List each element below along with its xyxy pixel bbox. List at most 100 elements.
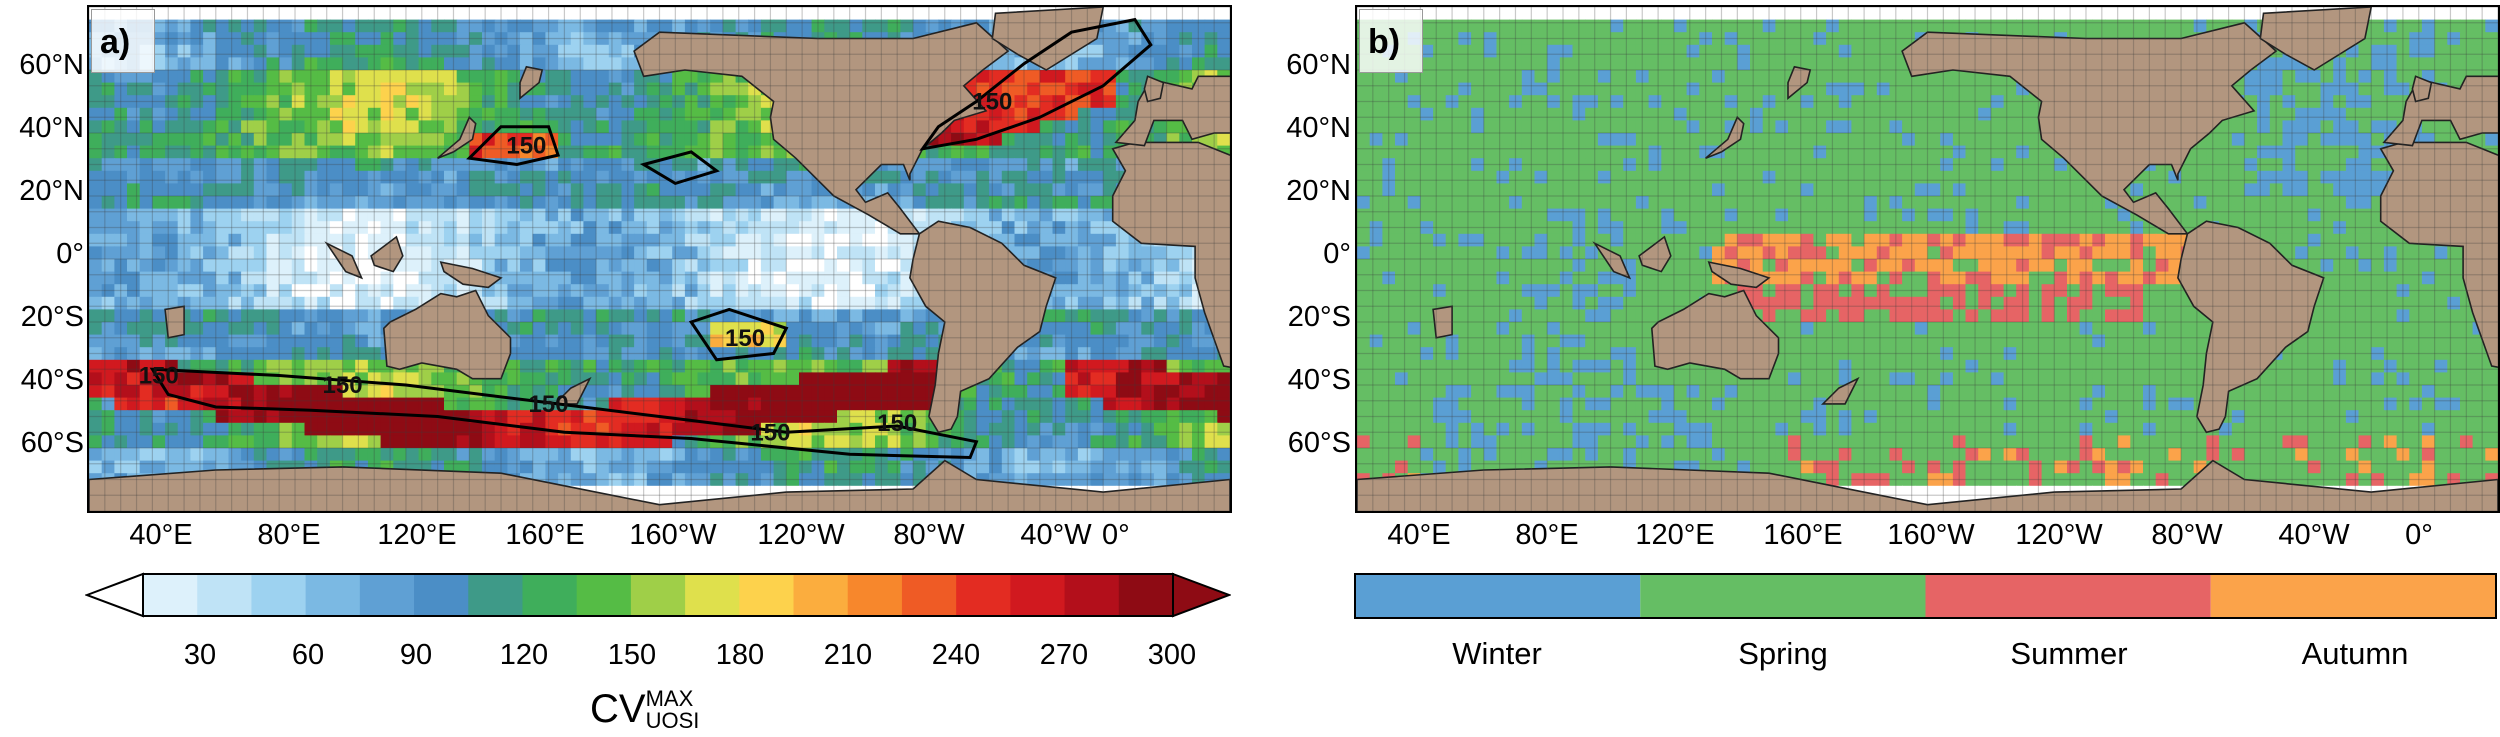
field-cell: [1483, 107, 1498, 121]
field-cell: [558, 32, 572, 46]
field-cell: [469, 448, 483, 462]
field-cell: [748, 322, 762, 336]
field-cell: [646, 170, 661, 184]
field-cell: [1065, 233, 1079, 247]
field-cell: [697, 385, 711, 399]
field-cell: [1052, 208, 1066, 222]
field-cell: [266, 284, 280, 298]
field-cell: [2447, 44, 2461, 58]
field-cell: [253, 183, 268, 197]
field-cell: [710, 7, 724, 21]
field-cell: [253, 158, 268, 172]
field-cell: [634, 7, 648, 21]
field-cell: [1077, 259, 1092, 273]
field-cell: [634, 296, 648, 310]
field-cell: [114, 359, 128, 373]
field-cell: [228, 385, 242, 399]
field-cell: [89, 95, 103, 109]
field-cell: [1547, 70, 1561, 84]
field-cell: [1103, 57, 1117, 71]
field-cell: [976, 397, 990, 411]
field-cell: [317, 309, 331, 323]
field-cell: [989, 196, 1003, 210]
field-cell: [418, 284, 432, 298]
field-cell: [101, 82, 115, 96]
field-cell: [1052, 107, 1066, 121]
field-cell: [380, 32, 394, 46]
field-cell: [1407, 70, 1421, 84]
field-cell: [367, 221, 382, 235]
field-cell: [2041, 145, 2055, 159]
field-cell: [2434, 57, 2448, 71]
field-cell: [621, 473, 635, 487]
field-cell: [380, 70, 394, 84]
field-cell: [1572, 107, 1586, 121]
field-cell: [2028, 7, 2043, 21]
field-cell: [1039, 448, 1054, 462]
field-cell: [1940, 70, 1954, 84]
field-cell: [367, 435, 382, 449]
field-cell: [127, 385, 141, 399]
field-cell: [2307, 133, 2322, 147]
field-cell: [241, 372, 255, 386]
field-cell: [545, 196, 559, 210]
field-cell: [1623, 120, 1637, 134]
field-cell: [1204, 7, 1218, 21]
field-cell: [507, 259, 521, 273]
field-cell: [1585, 44, 1599, 58]
field-cell: [2244, 170, 2258, 184]
field-cell: [291, 296, 306, 310]
field-cell: [1103, 70, 1117, 84]
field-cell: [1661, 145, 1675, 159]
field-cell: [380, 284, 394, 298]
field-cell: [114, 410, 128, 424]
field-cell: [1864, 19, 1878, 33]
field-cell: [735, 19, 749, 33]
field-cell: [621, 82, 635, 96]
field-cell: [127, 70, 141, 84]
field-cell: [203, 246, 217, 260]
field-cell: [114, 460, 128, 474]
field-cell: [1838, 145, 1853, 159]
field-cell: [494, 309, 508, 323]
field-cell: [1889, 57, 1903, 71]
field-cell: [1192, 372, 1206, 386]
field-cell: [1509, 44, 1523, 58]
field-cell: [735, 460, 749, 474]
field-cell: [215, 107, 230, 121]
field-cell: [355, 347, 369, 361]
field-cell: [1610, 120, 1624, 134]
field-cell: [1990, 19, 2005, 33]
field-cell: [266, 233, 280, 247]
field-cell: [773, 347, 787, 361]
field-cell: [418, 158, 432, 172]
field-cell: [976, 170, 990, 184]
field-cell: [976, 183, 990, 197]
field-cell: [304, 32, 318, 46]
field-cell: [165, 347, 179, 361]
field-cell: [177, 448, 191, 462]
field-cell: [1483, 44, 1498, 58]
field-cell: [646, 485, 661, 499]
field-cell: [253, 284, 268, 298]
field-cell: [799, 221, 813, 235]
field-cell: [646, 385, 661, 399]
field-cell: [1724, 170, 1738, 184]
field-cell: [760, 322, 775, 336]
field-cell: [1077, 158, 1092, 172]
field-cell: [811, 233, 825, 247]
field-cell: [1369, 95, 1383, 109]
field-cell: [215, 208, 230, 222]
field-cell: [1065, 145, 1079, 159]
field-cell: [507, 271, 521, 285]
field-cell: [1597, 158, 1612, 172]
field-cell: [241, 196, 255, 210]
field-cell: [89, 372, 103, 386]
field-cell: [1864, 107, 1878, 121]
field-cell: [1762, 133, 1776, 147]
field-cell: [1077, 183, 1092, 197]
field-cell: [342, 19, 356, 33]
field-cell: [1141, 334, 1155, 348]
field-cell: [1204, 44, 1218, 58]
land-shape: [89, 459, 1230, 511]
